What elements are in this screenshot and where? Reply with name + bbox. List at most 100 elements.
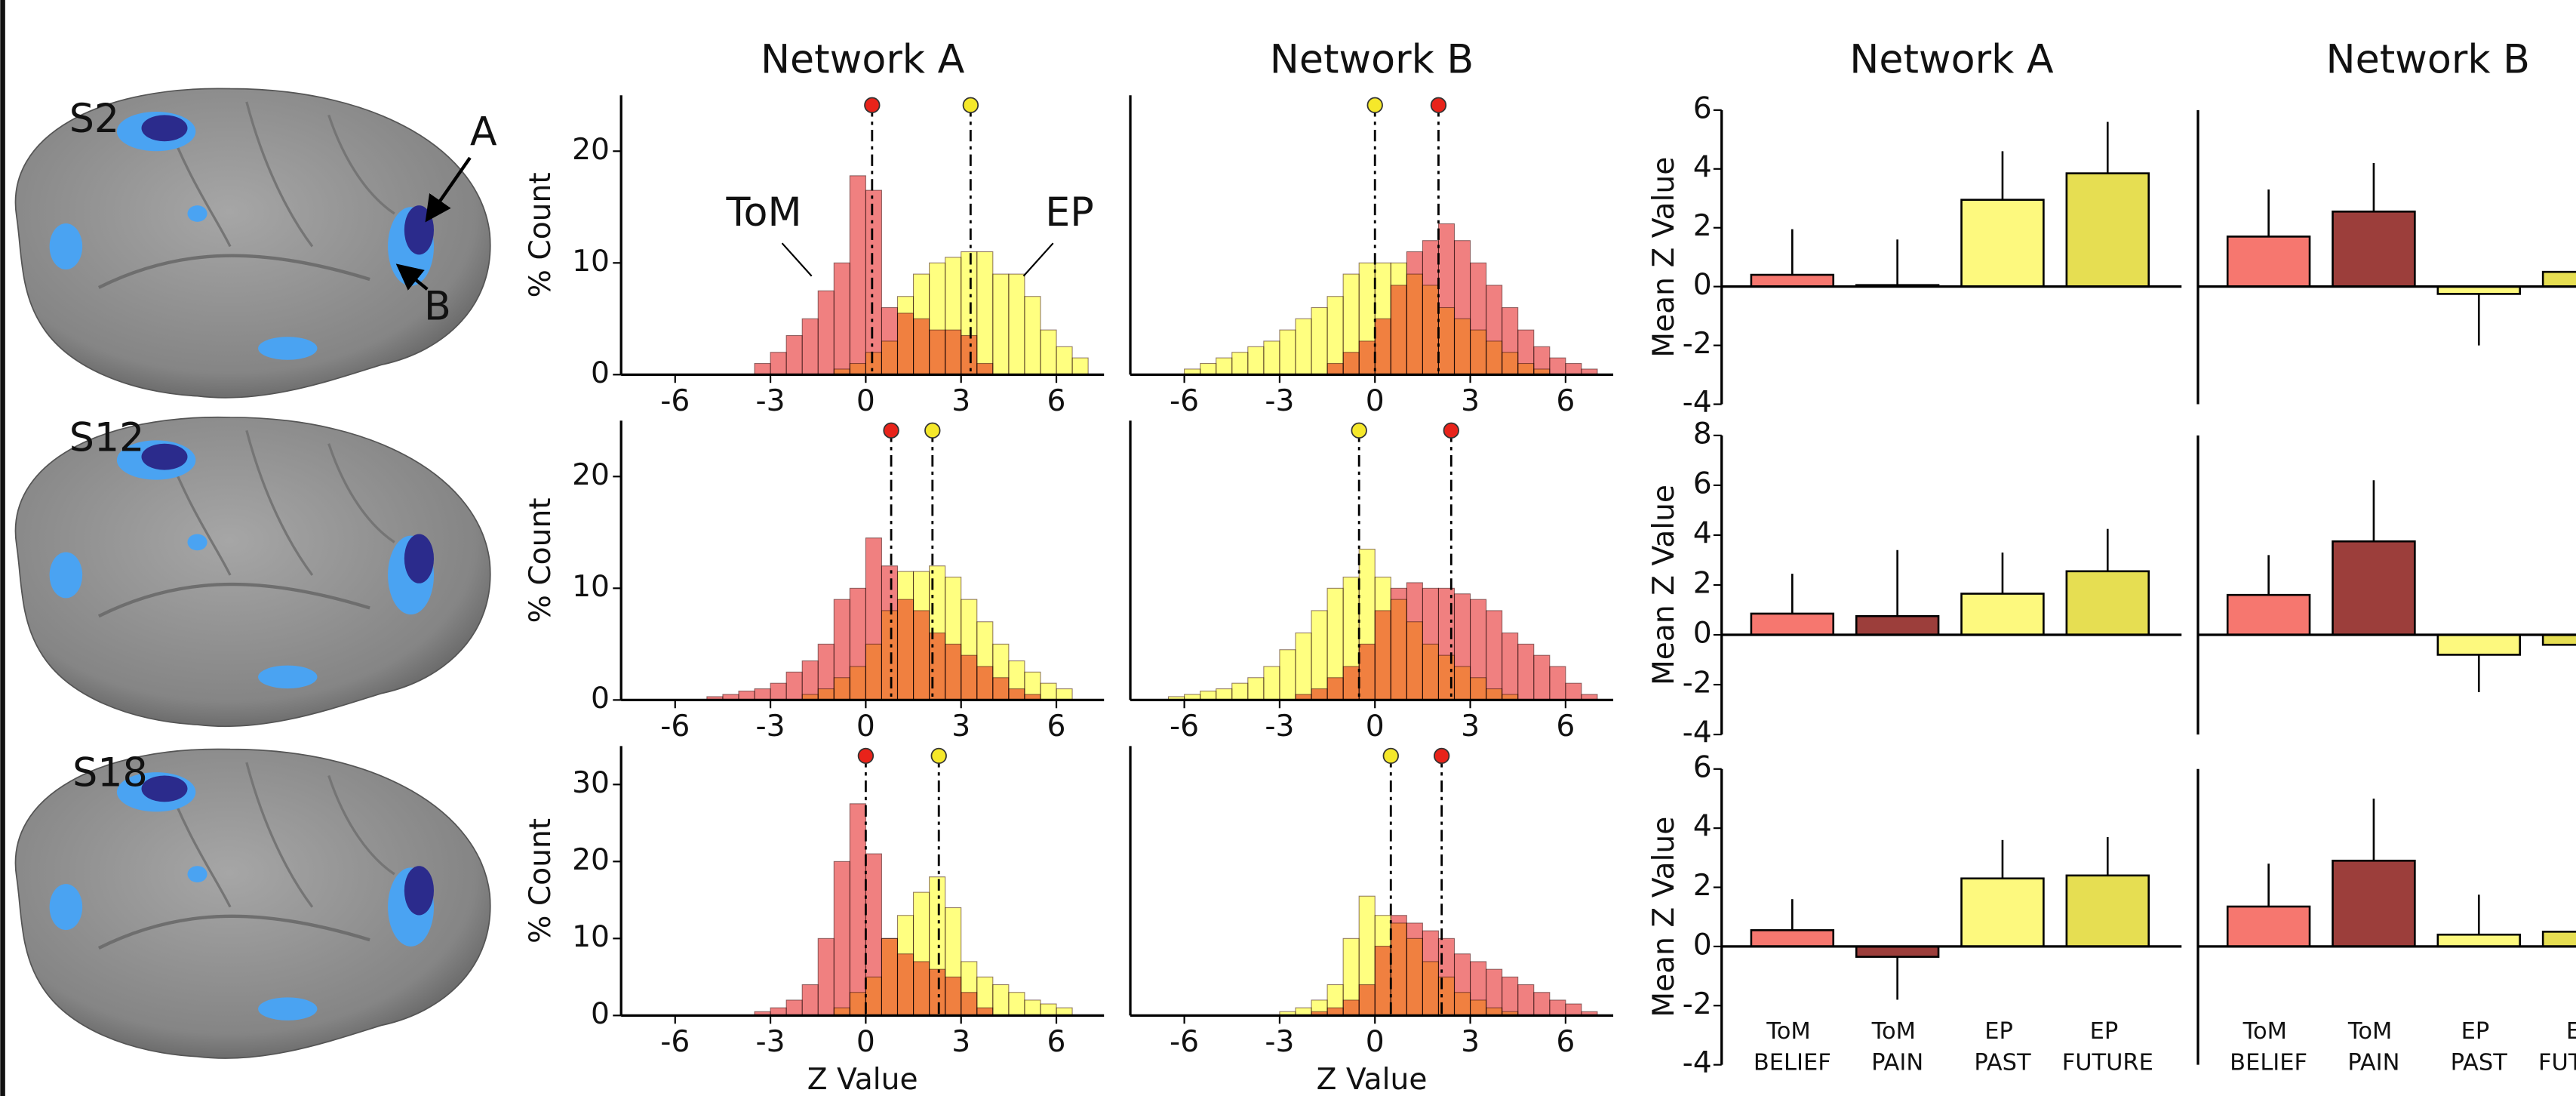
y-tick-label: -4 <box>1683 1046 1712 1080</box>
x-tick-label: 6 <box>1047 384 1066 418</box>
x-tick-label: ToM BELIEF <box>1754 1018 1831 1076</box>
histogram-bar <box>1470 329 1487 375</box>
histogram-bar <box>1024 296 1041 375</box>
histogram-bar <box>1358 262 1376 375</box>
histogram-bar <box>849 362 866 375</box>
histogram-bar <box>1453 318 1471 375</box>
x-tick-label: 3 <box>951 710 970 743</box>
histogram-bar <box>738 690 755 700</box>
y-axis-label: % Count <box>524 818 558 944</box>
chart-title: Network A <box>1849 38 2054 83</box>
histogram-bar <box>1295 318 1312 375</box>
x-tick-label: -3 <box>1265 710 1294 743</box>
histogram-bar <box>817 688 835 700</box>
y-tick-label: 0 <box>1693 928 1712 962</box>
histogram-bar <box>817 937 835 1016</box>
x-tick-label: -3 <box>756 1025 785 1059</box>
histogram-bar <box>1502 352 1519 375</box>
y-tick-label: 6 <box>1693 466 1712 500</box>
histogram-bar <box>1406 621 1423 700</box>
y-tick-label: 0 <box>1693 268 1712 302</box>
histogram-bar <box>1390 262 1407 375</box>
histogram-bar <box>1008 660 1025 700</box>
histogram-bar <box>1422 643 1439 700</box>
x-tick-label: -3 <box>756 384 785 418</box>
histogram-bar <box>1549 357 1566 375</box>
bar <box>1960 877 2045 948</box>
y-tick-label: 6 <box>1693 750 1712 784</box>
bar <box>2065 874 2150 948</box>
histogram-bar <box>1549 999 1566 1016</box>
y-tick-label: 20 <box>572 133 610 167</box>
histogram-bar <box>1470 677 1487 700</box>
histogram-bar <box>1216 357 1233 375</box>
histogram-bar <box>1358 548 1376 700</box>
x-tick-label: 3 <box>1461 710 1480 743</box>
y-tick-label: -2 <box>1683 667 1712 700</box>
histogram-bar <box>1295 633 1312 700</box>
y-tick-label: 0 <box>591 682 610 716</box>
histogram-bar <box>1390 922 1407 1016</box>
y-tick-label: 0 <box>591 997 610 1031</box>
histogram-bar <box>1374 262 1391 375</box>
histogram-bar <box>1374 915 1391 1016</box>
histogram-bar <box>1470 999 1487 1016</box>
histogram-bar <box>1374 576 1391 700</box>
bar <box>1855 614 1940 636</box>
histogram-bar <box>770 352 787 375</box>
histogram-bar <box>913 273 930 375</box>
bar <box>2332 540 2416 636</box>
x-tick-label: 0 <box>856 710 875 743</box>
histogram-bar <box>1326 587 1344 700</box>
histogram-bar <box>785 999 803 1016</box>
x-tick-label: 0 <box>1366 710 1385 743</box>
bar <box>2065 172 2150 288</box>
y-tick-label: 6 <box>1693 91 1712 125</box>
x-tick-label: EP FUTURE <box>2062 1018 2153 1076</box>
histogram-bar <box>1437 306 1456 375</box>
histogram-bar <box>945 907 962 1016</box>
histogram-bar <box>1517 362 1535 375</box>
x-tick-label: 6 <box>1047 710 1066 743</box>
bar <box>2541 270 2576 288</box>
histogram-bar <box>1247 677 1265 700</box>
y-axis-label: % Count <box>524 497 558 623</box>
mean-dot <box>1366 97 1383 113</box>
bar <box>1750 612 1835 636</box>
y-tick-label: 10 <box>572 920 610 954</box>
x-tick-label: -3 <box>1265 384 1294 418</box>
histogram-bar <box>1216 688 1233 700</box>
histogram-bar <box>1008 273 1025 375</box>
histogram-bar <box>1358 895 1376 1016</box>
histogram-bar <box>945 576 962 700</box>
histogram-bar <box>1008 992 1025 1016</box>
x-tick-label: ToM BELIEF <box>2230 1018 2307 1076</box>
bar <box>2436 933 2521 948</box>
histogram-bar <box>1200 362 1217 375</box>
histogram-bar <box>1311 999 1328 1016</box>
frame-edge <box>0 0 5 1096</box>
y-axis-label: Mean Z Value <box>1647 157 1681 358</box>
histogram-bar <box>1231 682 1249 700</box>
histogram-bar <box>1422 285 1439 375</box>
histogram-bar <box>833 860 850 1016</box>
bar <box>2065 570 2150 636</box>
histogram-bar <box>865 352 882 375</box>
histogram-bar <box>961 599 978 700</box>
histogram-bar <box>1517 984 1535 1016</box>
histogram-bar <box>1565 1003 1582 1016</box>
histogram-bar <box>929 262 946 375</box>
bar <box>1855 945 1940 958</box>
histogram-bar <box>1565 682 1582 700</box>
y-tick-label: 8 <box>1693 417 1712 451</box>
x-tick-label: -3 <box>1265 1025 1294 1059</box>
histogram-bar <box>865 643 882 700</box>
chart-title: Network B <box>2326 38 2531 83</box>
subject-label: S12 <box>69 415 145 460</box>
x-tick-label: -6 <box>1170 1025 1199 1059</box>
x-tick-label: 6 <box>1556 710 1575 743</box>
y-tick-label: 0 <box>1693 617 1712 651</box>
region-label: A <box>470 110 497 155</box>
histogram-bar <box>801 984 819 1016</box>
histogram-bar <box>976 976 994 1016</box>
